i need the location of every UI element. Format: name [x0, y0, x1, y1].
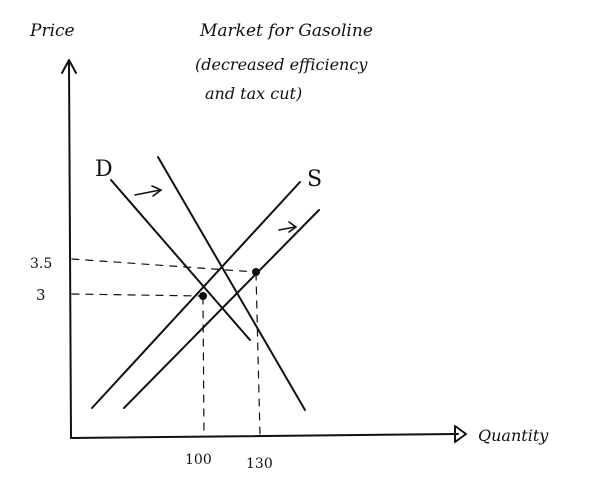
diagram-title-line-1: Market for Gasoline — [199, 21, 373, 41]
supply-curve-original — [92, 182, 300, 408]
diagram-title-line-3: and tax cut) — [205, 84, 302, 103]
y-axis-line — [69, 62, 71, 438]
quantity-guide-130 — [256, 273, 260, 436]
price-tick-3-5: 3.5 — [30, 256, 52, 272]
quantity-tick-100: 100 — [185, 452, 212, 468]
diagram-title-line-2: (decreased efficiency — [195, 55, 368, 74]
supply-label: S — [307, 167, 322, 192]
quantity-tick-130: 130 — [246, 456, 273, 472]
x-axis-line — [71, 434, 458, 438]
supply-curve-shifted — [124, 210, 319, 408]
price-tick-3: 3 — [36, 286, 46, 304]
equilibrium-point-original — [199, 292, 207, 300]
y-axis-label: Price — [29, 21, 75, 41]
equilibrium-point-new — [252, 268, 260, 276]
price-guide-3 — [72, 294, 202, 296]
x-axis-label: Quantity — [478, 426, 549, 445]
demand-curve-shifted — [158, 157, 305, 410]
quantity-guide-100 — [203, 297, 204, 436]
demand-label: D — [95, 157, 113, 182]
